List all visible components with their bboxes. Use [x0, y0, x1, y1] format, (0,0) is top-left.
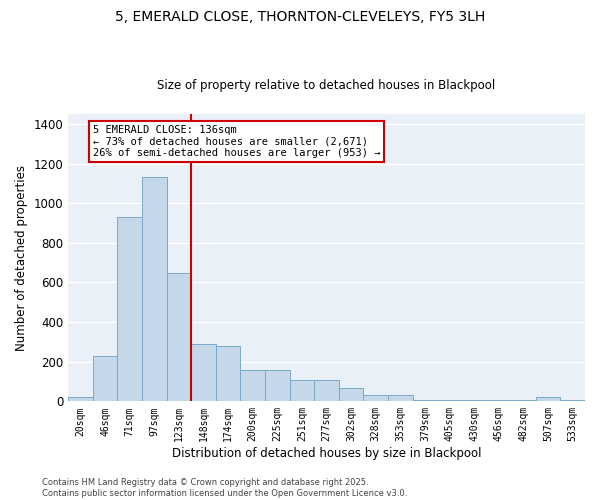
Bar: [388, 396, 413, 402]
Bar: [167, 272, 191, 402]
Bar: [511, 400, 536, 402]
Bar: [487, 400, 511, 402]
Title: Size of property relative to detached houses in Blackpool: Size of property relative to detached ho…: [157, 79, 496, 92]
Bar: [536, 398, 560, 402]
Bar: [241, 370, 265, 402]
Bar: [68, 398, 93, 402]
Bar: [265, 370, 290, 402]
Text: 5, EMERALD CLOSE, THORNTON-CLEVELEYS, FY5 3LH: 5, EMERALD CLOSE, THORNTON-CLEVELEYS, FY…: [115, 10, 485, 24]
Bar: [437, 400, 462, 402]
Bar: [560, 400, 585, 402]
Bar: [216, 346, 241, 402]
Bar: [462, 400, 487, 402]
Bar: [413, 400, 437, 402]
Text: Contains HM Land Registry data © Crown copyright and database right 2025.
Contai: Contains HM Land Registry data © Crown c…: [42, 478, 407, 498]
Bar: [191, 344, 216, 402]
Text: 5 EMERALD CLOSE: 136sqm
← 73% of detached houses are smaller (2,671)
26% of semi: 5 EMERALD CLOSE: 136sqm ← 73% of detache…: [93, 125, 380, 158]
Bar: [93, 356, 118, 402]
X-axis label: Distribution of detached houses by size in Blackpool: Distribution of detached houses by size …: [172, 447, 481, 460]
Bar: [118, 217, 142, 402]
Bar: [290, 380, 314, 402]
Y-axis label: Number of detached properties: Number of detached properties: [15, 164, 28, 350]
Bar: [314, 380, 339, 402]
Bar: [364, 396, 388, 402]
Bar: [142, 178, 167, 402]
Bar: [339, 388, 364, 402]
